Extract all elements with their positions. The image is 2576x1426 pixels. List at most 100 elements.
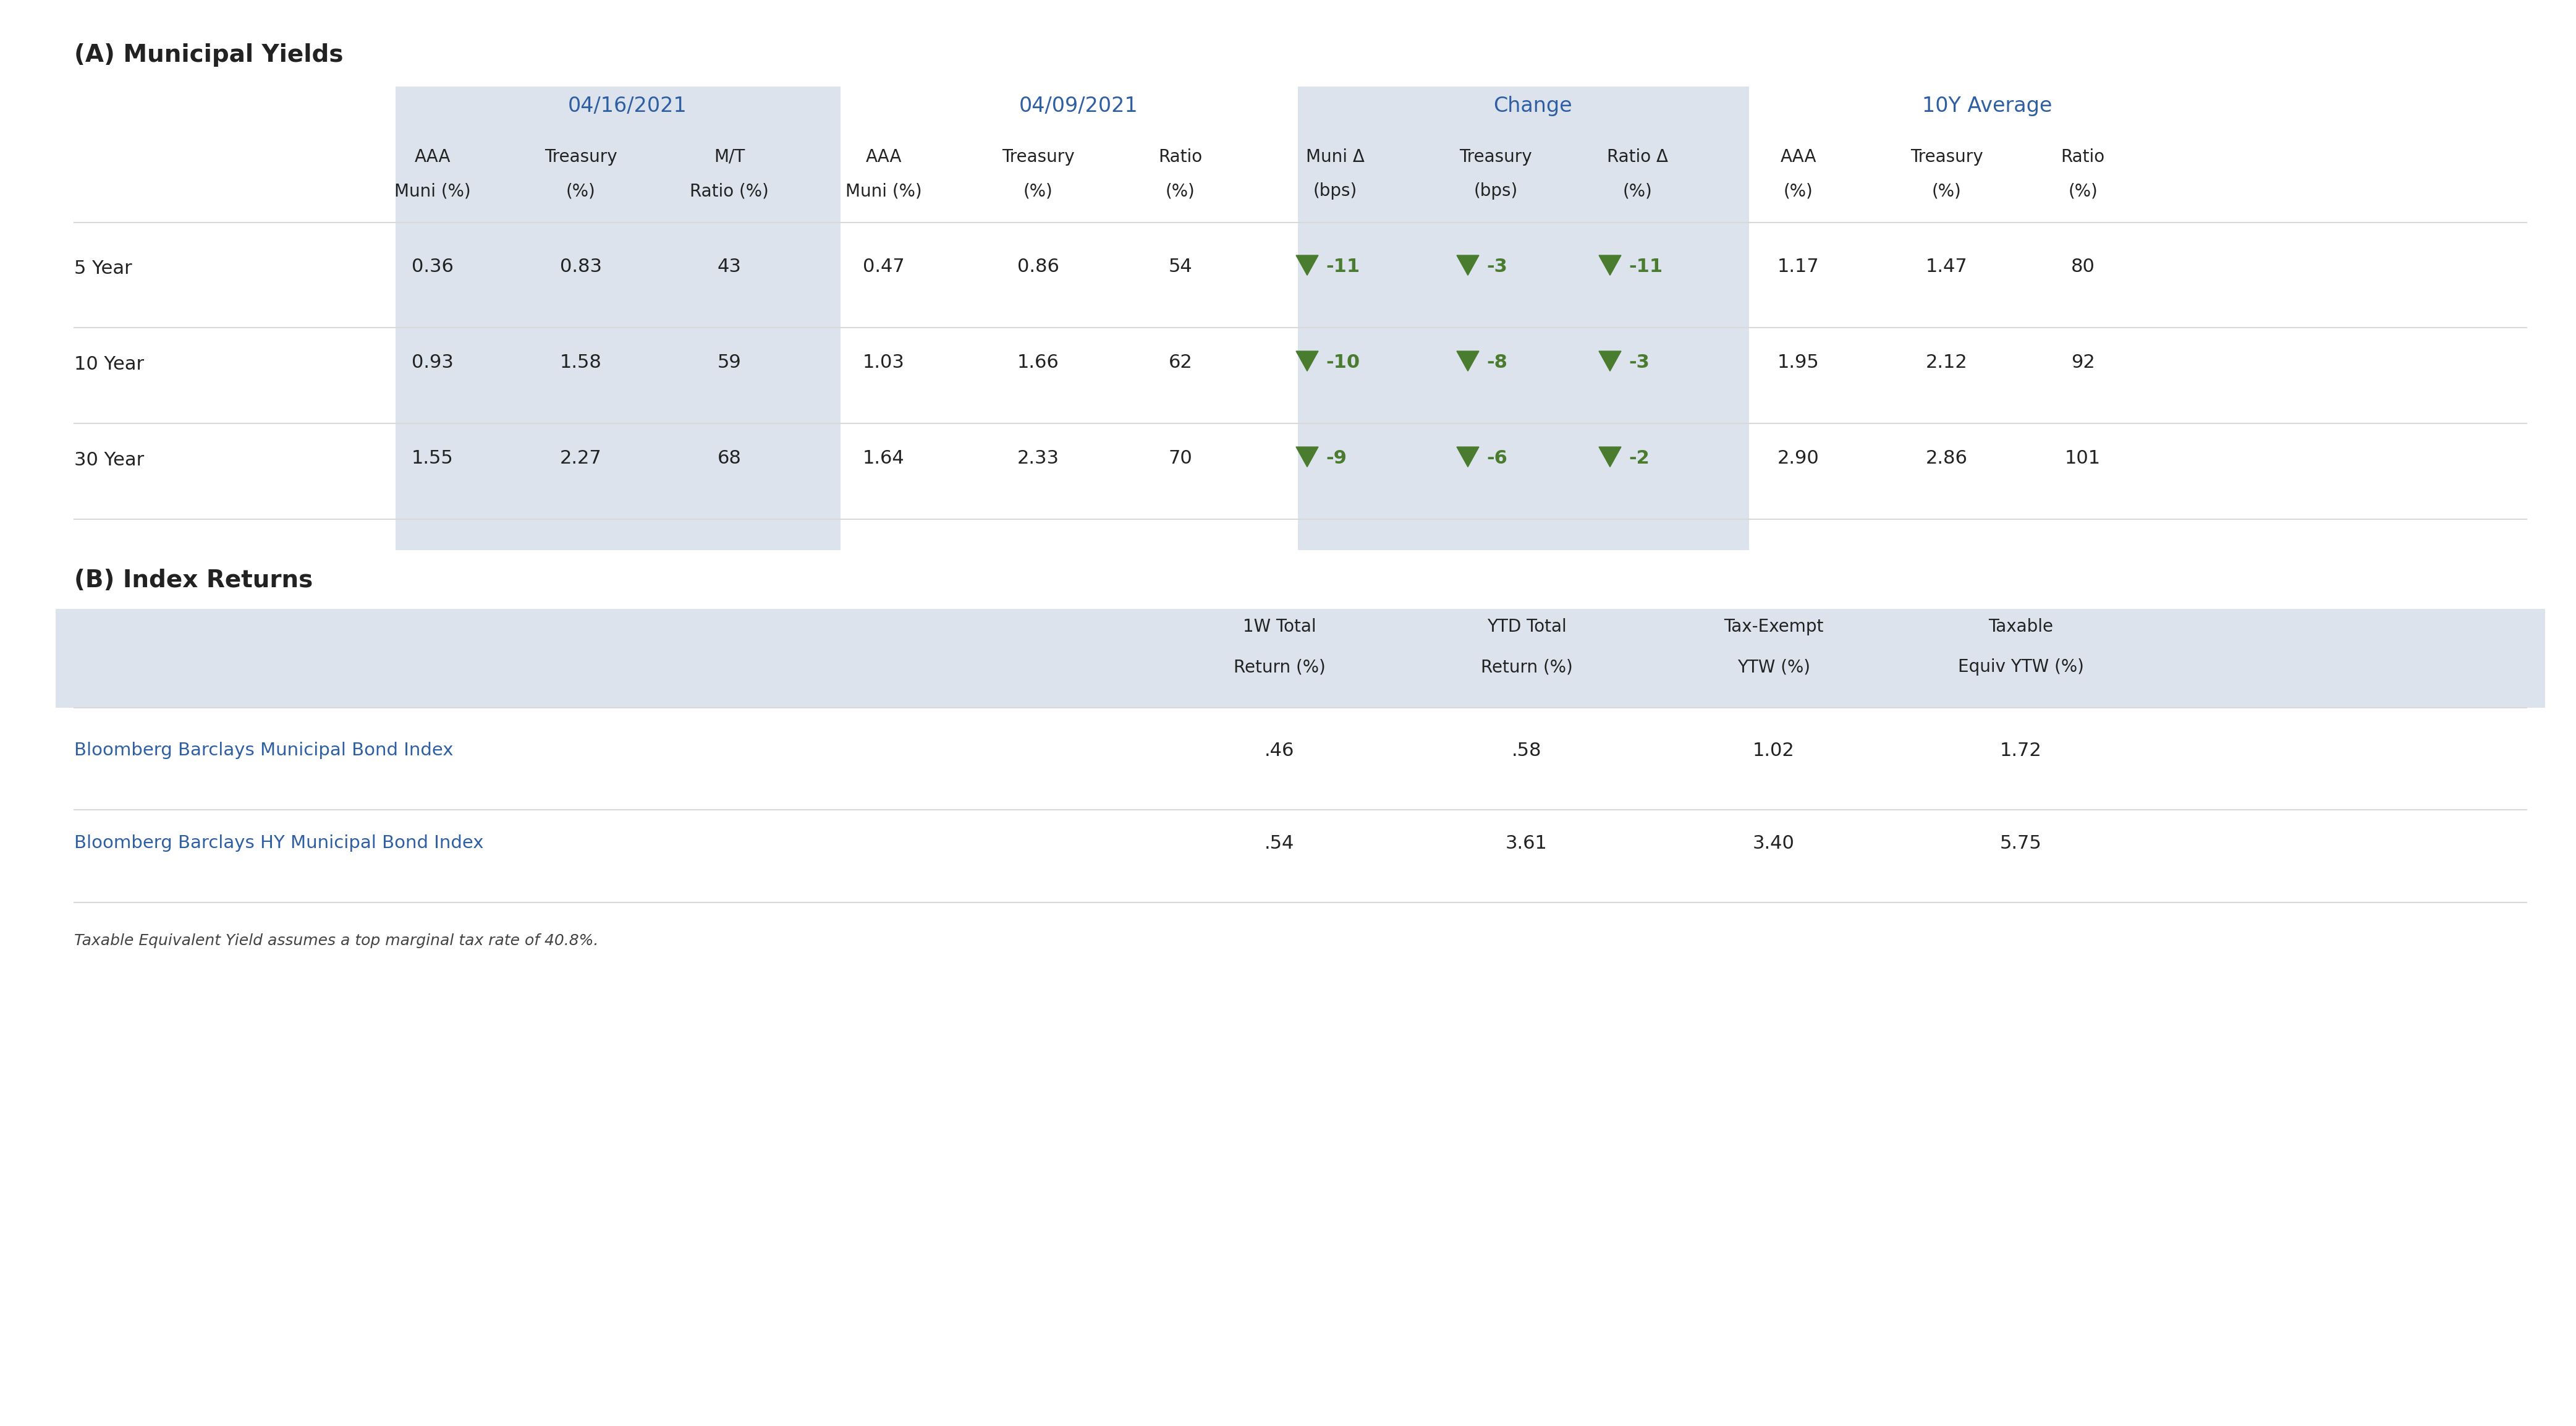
Text: Bloomberg Barclays HY Municipal Bond Index: Bloomberg Barclays HY Municipal Bond Ind… bbox=[75, 834, 484, 851]
Text: Ratio: Ratio bbox=[2061, 148, 2105, 165]
Text: 101: 101 bbox=[2066, 449, 2102, 468]
Text: 80: 80 bbox=[2071, 258, 2094, 275]
Text: 59: 59 bbox=[716, 354, 742, 372]
Polygon shape bbox=[1296, 351, 1319, 371]
Text: 1W Total: 1W Total bbox=[1242, 617, 1316, 636]
Text: AAA: AAA bbox=[1780, 148, 1816, 165]
Text: 1.64: 1.64 bbox=[863, 449, 904, 468]
Text: (%): (%) bbox=[1932, 183, 1960, 200]
Text: (%): (%) bbox=[2069, 183, 2097, 200]
Text: 1.95: 1.95 bbox=[1777, 354, 1819, 372]
Text: 2.27: 2.27 bbox=[559, 449, 603, 468]
Text: -11: -11 bbox=[1628, 258, 1662, 275]
Text: 3.61: 3.61 bbox=[1504, 834, 1548, 853]
Text: 68: 68 bbox=[716, 449, 742, 468]
Text: 1.03: 1.03 bbox=[863, 354, 904, 372]
Text: Taxable Equivalent Yield assumes a top marginal tax rate of 40.8%.: Taxable Equivalent Yield assumes a top m… bbox=[75, 934, 598, 948]
Text: AAA: AAA bbox=[866, 148, 902, 165]
Text: 2.86: 2.86 bbox=[1927, 449, 1968, 468]
Text: Equiv YTW (%): Equiv YTW (%) bbox=[1958, 659, 2084, 676]
Text: (bps): (bps) bbox=[1473, 183, 1517, 200]
Polygon shape bbox=[1455, 255, 1479, 275]
Text: 04/09/2021: 04/09/2021 bbox=[1020, 96, 1139, 116]
Text: -8: -8 bbox=[1486, 354, 1507, 372]
Text: 1.17: 1.17 bbox=[1777, 258, 1819, 275]
Text: Tax-Exempt: Tax-Exempt bbox=[1723, 617, 1824, 636]
Text: 5 Year: 5 Year bbox=[75, 260, 131, 278]
Polygon shape bbox=[1455, 351, 1479, 371]
Text: Treasury: Treasury bbox=[544, 148, 618, 165]
Text: 2.12: 2.12 bbox=[1927, 354, 1968, 372]
Polygon shape bbox=[1600, 255, 1620, 275]
Text: (%): (%) bbox=[1167, 183, 1195, 200]
Text: 0.93: 0.93 bbox=[412, 354, 453, 372]
Text: 1.72: 1.72 bbox=[1999, 742, 2043, 760]
Text: Muni (%): Muni (%) bbox=[845, 183, 922, 200]
Text: -10: -10 bbox=[1327, 354, 1360, 372]
Text: 70: 70 bbox=[1170, 449, 1193, 468]
Text: Muni Δ: Muni Δ bbox=[1306, 148, 1365, 165]
Text: 43: 43 bbox=[716, 258, 742, 275]
Text: 1.55: 1.55 bbox=[412, 449, 453, 468]
Text: 1.66: 1.66 bbox=[1018, 354, 1059, 372]
Text: -9: -9 bbox=[1327, 449, 1347, 468]
Text: -11: -11 bbox=[1327, 258, 1360, 275]
Text: YTD Total: YTD Total bbox=[1486, 617, 1566, 636]
Text: 3.40: 3.40 bbox=[1752, 834, 1795, 853]
Polygon shape bbox=[1296, 255, 1319, 275]
Text: 10Y Average: 10Y Average bbox=[1922, 96, 2053, 116]
Text: (bps): (bps) bbox=[1314, 183, 1358, 200]
Text: 1.02: 1.02 bbox=[1752, 742, 1795, 760]
Text: Ratio (%): Ratio (%) bbox=[690, 183, 768, 200]
Text: Treasury: Treasury bbox=[1461, 148, 1533, 165]
Text: (%): (%) bbox=[1783, 183, 1814, 200]
Polygon shape bbox=[1600, 351, 1620, 371]
Text: -3: -3 bbox=[1628, 354, 1649, 372]
Text: 62: 62 bbox=[1170, 354, 1193, 372]
Text: (B) Index Returns: (B) Index Returns bbox=[75, 569, 312, 592]
Text: Treasury: Treasury bbox=[1002, 148, 1074, 165]
Polygon shape bbox=[1600, 446, 1620, 466]
Text: Treasury: Treasury bbox=[1911, 148, 1984, 165]
Text: M/T: M/T bbox=[714, 148, 744, 165]
Text: 2.90: 2.90 bbox=[1777, 449, 1819, 468]
Text: (%): (%) bbox=[567, 183, 595, 200]
Bar bbox=[1298, 87, 1749, 550]
Text: 54: 54 bbox=[1170, 258, 1193, 275]
Text: .54: .54 bbox=[1265, 834, 1293, 853]
Text: Ratio Δ: Ratio Δ bbox=[1607, 148, 1669, 165]
Text: -3: -3 bbox=[1486, 258, 1507, 275]
Bar bbox=[397, 87, 840, 550]
Text: Bloomberg Barclays Municipal Bond Index: Bloomberg Barclays Municipal Bond Index bbox=[75, 742, 453, 759]
Text: 30 Year: 30 Year bbox=[75, 451, 144, 469]
Text: .58: .58 bbox=[1512, 742, 1540, 760]
Polygon shape bbox=[1296, 446, 1319, 466]
Text: -2: -2 bbox=[1628, 449, 1649, 468]
Text: AAA: AAA bbox=[415, 148, 451, 165]
Text: 2.33: 2.33 bbox=[1018, 449, 1059, 468]
Text: 92: 92 bbox=[2071, 354, 2094, 372]
Text: Taxable: Taxable bbox=[1989, 617, 2053, 636]
Text: 10 Year: 10 Year bbox=[75, 355, 144, 374]
Text: 0.83: 0.83 bbox=[559, 258, 603, 275]
Text: Return (%): Return (%) bbox=[1234, 659, 1324, 676]
Polygon shape bbox=[1455, 446, 1479, 466]
Text: .46: .46 bbox=[1265, 742, 1293, 760]
Text: YTW (%): YTW (%) bbox=[1736, 659, 1811, 676]
Text: 1.47: 1.47 bbox=[1927, 258, 1968, 275]
Text: Muni (%): Muni (%) bbox=[394, 183, 471, 200]
Text: 0.47: 0.47 bbox=[863, 258, 904, 275]
Text: (%): (%) bbox=[1623, 183, 1654, 200]
Text: (%): (%) bbox=[1023, 183, 1054, 200]
Text: 0.36: 0.36 bbox=[412, 258, 453, 275]
Text: Return (%): Return (%) bbox=[1481, 659, 1571, 676]
Text: Change: Change bbox=[1494, 96, 1571, 116]
Text: 0.86: 0.86 bbox=[1018, 258, 1059, 275]
Text: (A) Municipal Yields: (A) Municipal Yields bbox=[75, 43, 343, 67]
Text: 1.58: 1.58 bbox=[559, 354, 603, 372]
Text: 04/16/2021: 04/16/2021 bbox=[567, 96, 688, 116]
Text: -6: -6 bbox=[1486, 449, 1507, 468]
Text: Ratio: Ratio bbox=[1159, 148, 1203, 165]
Text: 5.75: 5.75 bbox=[1999, 834, 2043, 853]
Bar bbox=[57, 609, 2545, 707]
